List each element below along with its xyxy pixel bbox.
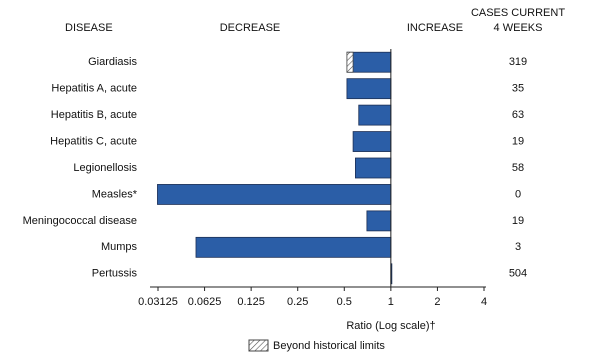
bar [157, 184, 392, 205]
cases-label: 19 [512, 215, 524, 227]
header-disease: DISEASE [65, 22, 113, 34]
cases-label: 319 [509, 56, 527, 68]
category-label: Hepatitis B, acute [51, 109, 137, 121]
category-label: Measles* [92, 188, 138, 200]
cases-label: 58 [512, 162, 524, 174]
x-tick-label: 0.0625 [188, 296, 222, 308]
x-tick-label: 0.5 [337, 296, 352, 308]
header-cases: CASES CURRENT [471, 7, 565, 19]
category-label: Hepatitis C, acute [50, 135, 137, 147]
x-tick-label: 2 [434, 296, 440, 308]
x-tick-label: 1 [388, 296, 394, 308]
header-cases: 4 WEEKS [494, 22, 543, 34]
cases-label: 504 [509, 268, 527, 280]
x-tick-label: 0.125 [237, 296, 265, 308]
category-label: Meningococcal disease [23, 215, 137, 227]
category-label: Giardiasis [88, 56, 137, 68]
bar [366, 210, 392, 232]
category-label: Hepatitis A, acute [51, 83, 137, 95]
bar [346, 78, 392, 100]
x-tick-label: 0.25 [287, 296, 308, 308]
cases-label: 19 [512, 135, 524, 147]
beyond-limits [346, 51, 354, 73]
cases-label: 63 [512, 109, 524, 121]
bar [352, 131, 392, 152]
category-label: Pertussis [92, 268, 138, 280]
cases-label: 3 [515, 241, 521, 253]
header-decrease: DECREASE [220, 22, 281, 34]
x-tick-label: 0.03125 [138, 296, 178, 308]
x-axis-label: Ratio (Log scale)† [346, 320, 435, 332]
x-tick-label: 4 [481, 296, 487, 308]
legend-swatch [248, 339, 269, 352]
cases-label: 35 [512, 83, 524, 95]
category-label: Legionellosis [73, 162, 137, 174]
bar [346, 51, 392, 73]
category-label: Mumps [101, 241, 138, 253]
bar [195, 236, 392, 258]
cases-label: 0 [515, 188, 521, 200]
bar [355, 157, 392, 179]
legend-label: Beyond historical limits [273, 340, 385, 352]
header-increase: INCREASE [407, 22, 463, 34]
bar [358, 104, 392, 126]
